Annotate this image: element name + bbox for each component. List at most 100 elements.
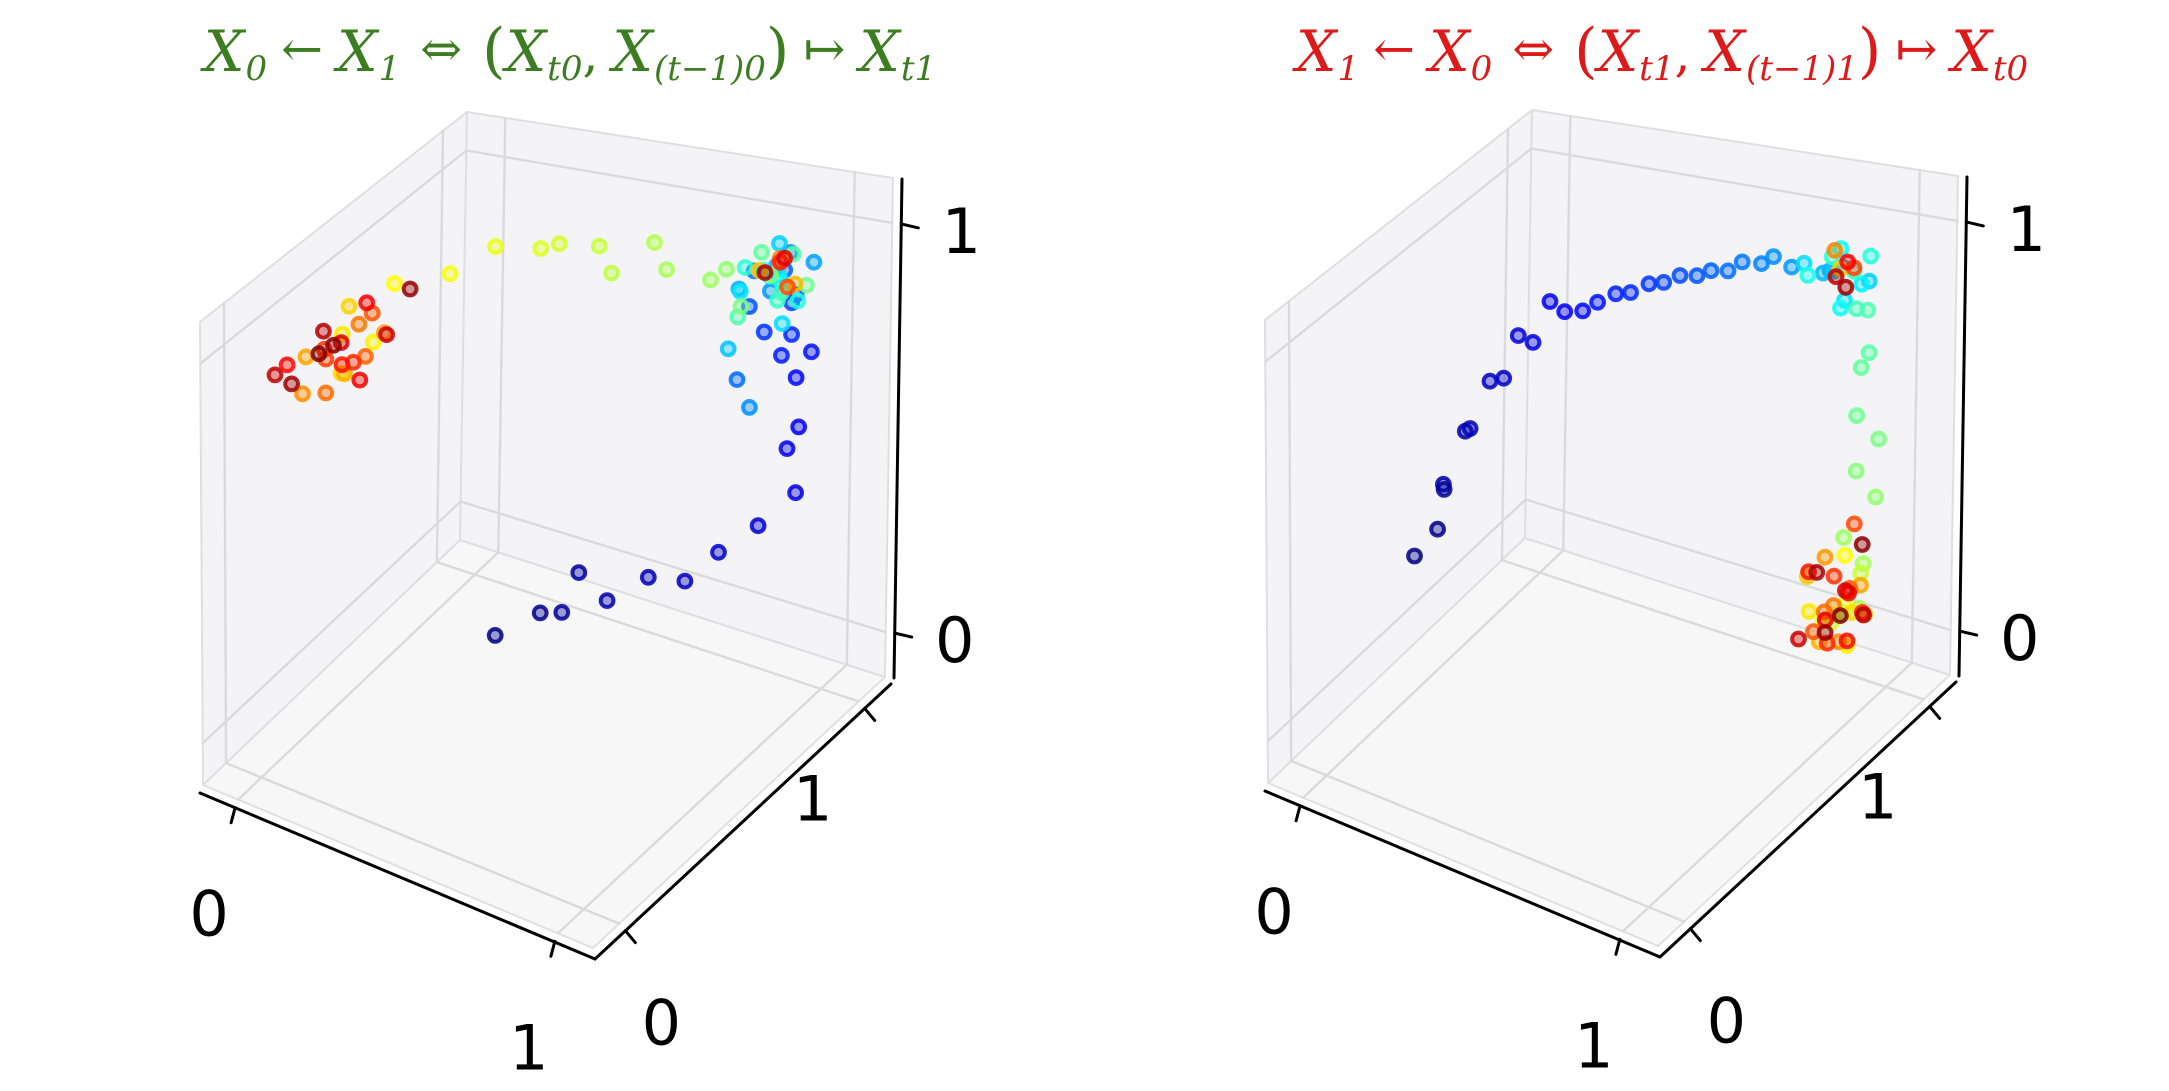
- grid-line: [497, 116, 507, 554]
- grid-line: [1524, 498, 1952, 632]
- scatter-point: [1853, 275, 1871, 293]
- scatter-point: [1753, 255, 1770, 273]
- title-math-subscript: 0: [1470, 49, 1493, 89]
- scatter-point: [1671, 267, 1689, 284]
- scatter-point: [773, 315, 791, 333]
- y-axis-line: [1658, 680, 1958, 959]
- scatter-point: [749, 517, 767, 535]
- grid-line: [222, 301, 228, 765]
- scatter-point: [719, 340, 737, 358]
- left-3d-axes: 0 0 0 1 1 1: [189, 111, 981, 1084]
- grid-line: [201, 500, 462, 745]
- scatter-point: [646, 234, 663, 251]
- scatter-point: [778, 440, 796, 458]
- scatter-point: [1816, 624, 1834, 641]
- y-tick: [1928, 704, 1942, 720]
- scatter-point: [1867, 488, 1884, 506]
- scatter-point: [1574, 302, 1592, 320]
- scatter-point: [787, 484, 804, 502]
- scatter-point: [1688, 267, 1706, 285]
- title-math-subscript: (t−1)1: [1745, 49, 1858, 89]
- scatter-point: [658, 261, 675, 279]
- tick-labels: 0 0 0 1 1 1: [189, 195, 981, 1084]
- scatter-point: [1837, 278, 1855, 296]
- left-scatter-points: [266, 234, 823, 644]
- scatter-point: [1790, 630, 1807, 648]
- title-math-subscript: t0: [1992, 49, 2029, 89]
- scatter-point: [1765, 248, 1782, 266]
- scatter-point: [783, 326, 800, 343]
- grid-line: [1910, 168, 1921, 664]
- scatter-point: [1825, 567, 1843, 585]
- z-tick: [1964, 220, 1985, 228]
- panes: [199, 111, 894, 949]
- grid-line: [435, 560, 860, 703]
- z-axis-line: [892, 177, 904, 680]
- grid-line: [1264, 147, 1533, 363]
- scatter-point: [1816, 548, 1834, 566]
- right-scatter-points: [1406, 240, 1887, 655]
- scatter-point: [278, 356, 296, 374]
- scatter-point: [805, 253, 823, 271]
- scatter-point: [728, 371, 746, 389]
- scatter-point: [639, 568, 657, 586]
- scatter-point: [702, 271, 719, 289]
- scatter-point: [1847, 462, 1865, 480]
- scatter-point: [1640, 275, 1658, 293]
- y-tick: [863, 706, 877, 722]
- title-math-var: X: [337, 19, 378, 85]
- y-tick-label: 1: [793, 762, 832, 835]
- scatter-point: [283, 375, 301, 393]
- title-operator-icon: ⇔: [1512, 20, 1555, 78]
- scatter-point: [1862, 247, 1880, 265]
- grid-line: [1287, 299, 1293, 763]
- title-math-subscript: t1: [1639, 49, 1675, 89]
- scatter-point: [1838, 632, 1856, 650]
- scatter-point: [590, 237, 608, 255]
- y-tick-label: 1: [1858, 760, 1897, 833]
- scatter-point: [756, 264, 774, 282]
- x-tick: [229, 806, 237, 825]
- title-math-subscript: 0: [245, 49, 268, 89]
- y-tick: [1688, 927, 1702, 943]
- title-operator-icon: ←: [281, 20, 324, 78]
- title-paren: (: [482, 16, 506, 86]
- scatter-point: [1870, 430, 1887, 448]
- tick-labels: 0 0 0 1 1 1: [1254, 193, 2046, 1082]
- y-axis-line: [593, 682, 893, 961]
- scatter-point: [315, 322, 332, 340]
- scatter-point: [731, 283, 749, 300]
- scatter-point: [441, 265, 459, 283]
- scatter-point: [1859, 301, 1877, 319]
- scatter-point: [1835, 529, 1852, 546]
- title-math-subscript: t0: [547, 49, 583, 89]
- grid-line: [1621, 661, 1914, 933]
- title-math-subscript: 1: [378, 49, 401, 89]
- title-operator-icon: ⇔: [420, 20, 463, 78]
- scatter-point: [1860, 344, 1878, 362]
- scatter-point: [1852, 359, 1870, 377]
- scatter-point: [790, 418, 808, 436]
- scatter-point: [1832, 299, 1849, 317]
- right-plot-title: X1 ← X0 ⇔ (Xt1, X(t−1)1) ↦ Xt0: [1296, 16, 2028, 89]
- scatter-point: [773, 347, 790, 364]
- title-operator-icon: ,: [1674, 25, 1691, 83]
- grid-line: [1500, 127, 1510, 562]
- scatter-point: [732, 298, 750, 315]
- x-tick-label: 1: [1574, 1009, 1613, 1082]
- scatter-point: [266, 366, 284, 384]
- tick-marks: [229, 222, 920, 958]
- scatter-point: [1826, 242, 1844, 259]
- scatter-point: [1800, 603, 1818, 620]
- scatter-point: [736, 259, 754, 276]
- scatter-point: [351, 371, 369, 389]
- title-math-var: X: [203, 19, 245, 85]
- title-operator-icon: ↦: [803, 20, 846, 78]
- scatter-point: [317, 384, 335, 402]
- scatter-point: [789, 292, 807, 310]
- title-operator-icon: ←: [1373, 20, 1416, 78]
- scatter-point: [1808, 564, 1826, 581]
- grid-line: [435, 129, 445, 564]
